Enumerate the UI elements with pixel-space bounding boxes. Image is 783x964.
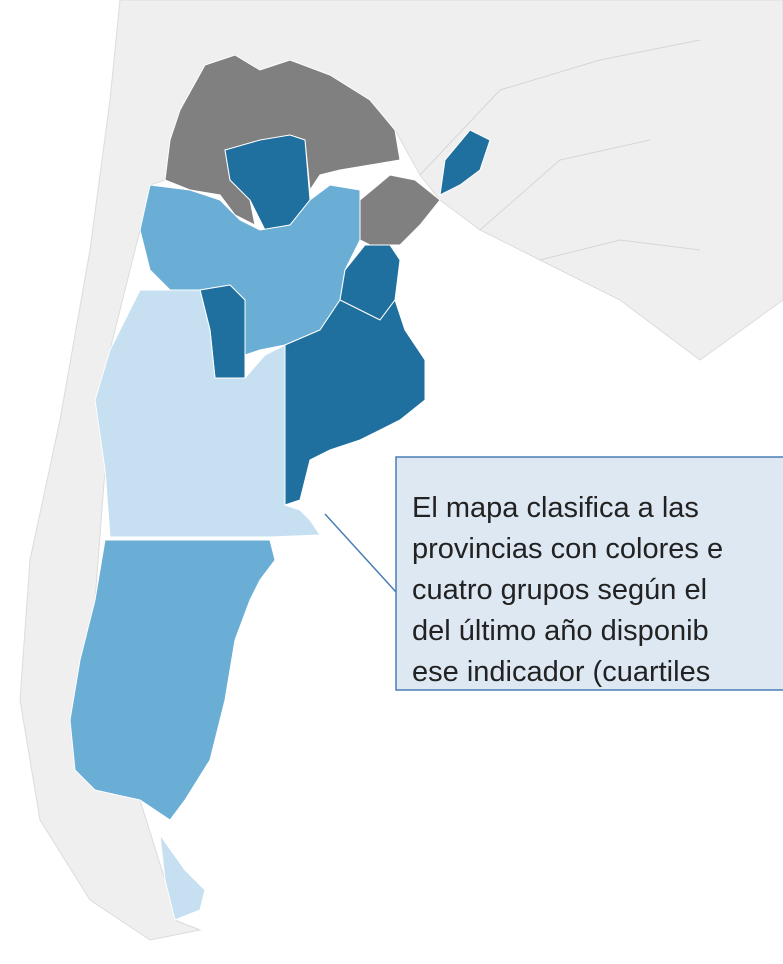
callout-text: El mapa clasifica a las provincias con co… — [412, 492, 723, 688]
callout-line: provincias con colores e — [412, 533, 723, 565]
province-medium — [69, 539, 276, 821]
callout-line: del último año disponib — [412, 615, 709, 647]
neighbor-land — [19, 0, 783, 941]
province-dark — [439, 129, 491, 196]
province-light — [159, 833, 206, 921]
province-dark — [284, 298, 426, 506]
callout-line: El mapa clasifica a las — [412, 492, 699, 524]
callout-pointer — [324, 513, 397, 593]
callout-line: ese indicador (cuartiles — [412, 656, 710, 688]
callout-box — [395, 456, 783, 691]
province-gray — [359, 174, 441, 246]
province-light — [94, 289, 321, 538]
neighbor-border — [419, 39, 701, 261]
callout-line: cuatro grupos según el — [412, 574, 707, 606]
